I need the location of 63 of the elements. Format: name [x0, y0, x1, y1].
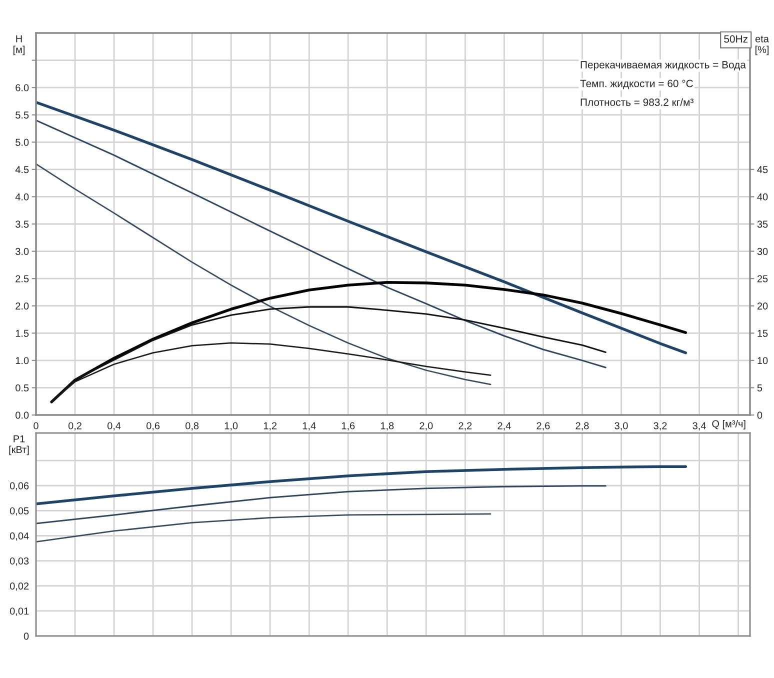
x-tick-label: 1,0	[224, 422, 238, 430]
line-series	[36, 513, 492, 542]
line-series	[50, 306, 606, 403]
y-tick-label: 5.5	[16, 112, 29, 119]
y-axis-title: H [м]	[13, 35, 25, 56]
y-tick-label: 0,05	[10, 507, 29, 516]
y2-tick-label: 20	[757, 302, 768, 310]
y2-tick-label: 40	[757, 193, 768, 200]
x-tick-label: 2,8	[576, 422, 589, 430]
x-tick-label: 2,2	[458, 422, 472, 430]
y-tick-label: 4.5	[15, 166, 29, 174]
y-tick-label: 0	[24, 632, 29, 640]
x-tick-label: 1,8	[380, 422, 394, 430]
line-series	[36, 465, 688, 506]
x-tick-label: 0	[34, 422, 38, 430]
x-tick-label: 2,4	[498, 422, 511, 430]
line-series	[36, 163, 492, 386]
y-tick-label: 0.5	[16, 384, 29, 392]
y2-tick-label: 0	[757, 412, 762, 419]
y-axis-title: P1 [кВт]	[9, 435, 29, 456]
y2-tick-label: 30	[757, 248, 768, 256]
y2-axis-title: eta [%]	[755, 36, 769, 56]
line-series	[36, 120, 606, 368]
annotation: Темп. жидкости = 60 °C	[580, 80, 693, 90]
x-tick-label: 3,4	[692, 422, 706, 430]
x-tick-label: 3,0	[614, 422, 628, 430]
line-series	[36, 485, 606, 524]
y-tick-label: 2.0	[16, 302, 29, 310]
y2-tick-label: 5	[757, 384, 762, 392]
y-tick-label: 0.0	[16, 412, 29, 419]
y-tick-label: 2.5	[16, 275, 29, 282]
annotation: Плотность = 983.2 кг/м³	[580, 98, 694, 106]
line-series	[50, 281, 688, 404]
y2-tick-label: 45	[757, 166, 768, 174]
y-tick-label: 1.0	[16, 357, 29, 364]
x-tick-label: 1,6	[342, 422, 355, 430]
x-tick-label: 0,4	[107, 422, 121, 430]
y-tick-label: 0,03	[10, 557, 29, 566]
x-tick-label: 0,8	[186, 422, 199, 430]
y-tick-label: 5.0	[16, 138, 29, 146]
x-tick-label: 1,2	[264, 422, 277, 430]
x-tick-label: 0,6	[146, 422, 160, 430]
x-tick-label: 3,2	[654, 422, 667, 430]
x-tick-label: 1,4	[302, 422, 316, 430]
y-tick-label: 1.5	[16, 330, 29, 337]
x-tick-label: 2,6	[536, 422, 550, 430]
y-tick-label: 0,06	[10, 482, 29, 491]
x-axis-title: Q [м³/ч]	[712, 420, 746, 430]
y-tick-label: 0,02	[10, 582, 29, 591]
y-tick-label: 0,04	[10, 532, 29, 541]
y-tick-label: 4.0	[15, 193, 29, 200]
annotation: Перекачиваемая жидкость = Вода	[580, 61, 746, 70]
y-tick-label: 6.0	[16, 84, 29, 92]
y-tick-label: 0,01	[10, 608, 29, 616]
x-tick-label: 0,2	[68, 422, 82, 430]
y2-tick-label: 10	[758, 357, 768, 364]
x-tick-label: 2,0	[420, 422, 433, 430]
y2-tick-label: 15	[758, 330, 768, 337]
annotation: 50Hz	[724, 35, 748, 43]
y2-tick-label: 35	[757, 220, 768, 228]
y2-tick-label: 25	[757, 275, 768, 282]
y-tick-label: 3.0	[16, 248, 29, 256]
y-tick-label: 3.5	[16, 220, 29, 228]
